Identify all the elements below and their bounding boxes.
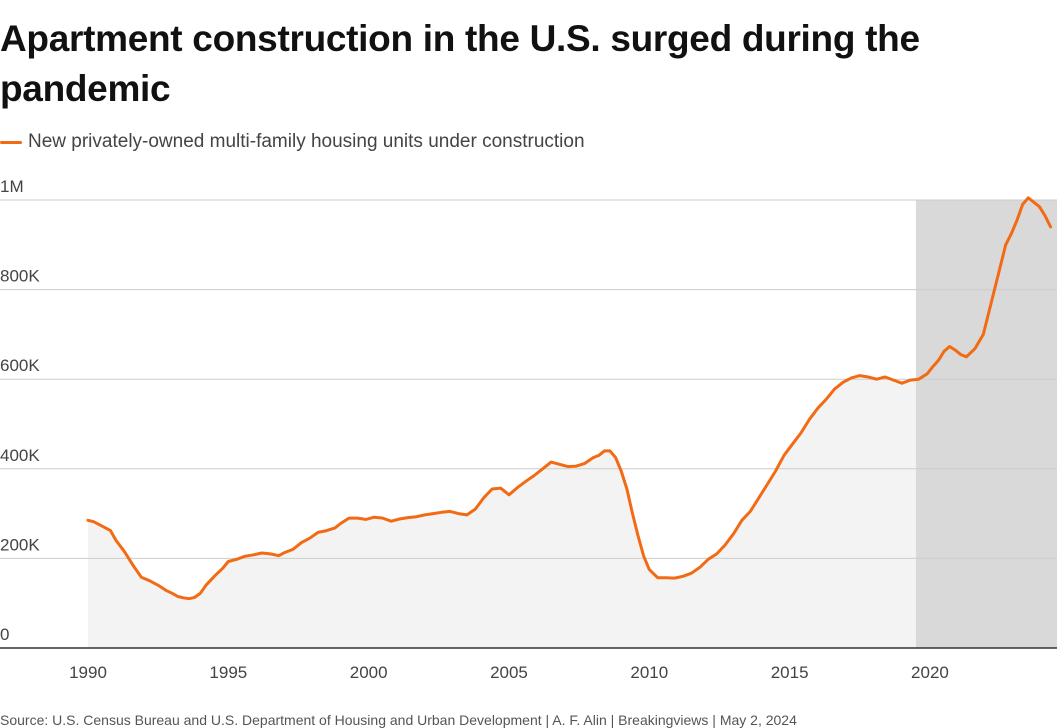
x-tick-label: 2005 [490,663,528,682]
shaded-region [915,200,1057,648]
y-tick-label: 800K [0,267,40,286]
x-tick-label: 2010 [630,663,668,682]
y-tick-label: 400K [0,446,40,465]
y-tick-label: 0 [0,625,9,644]
area-fill [88,197,1051,649]
legend-swatch [0,140,22,144]
source-note: Source: U.S. Census Bureau and U.S. Depa… [0,712,797,728]
y-tick-label: 200K [0,535,40,554]
y-tick-label: 600K [0,356,40,375]
x-tick-label: 1995 [209,663,247,682]
x-tick-label: 2020 [911,663,949,682]
legend-label: New privately-owned multi-family housing… [28,131,585,152]
legend: New privately-owned multi-family housing… [0,130,585,154]
chart-title: Apartment construction in the U.S. surge… [0,18,920,109]
x-tick-label: 2000 [350,663,388,682]
x-tick-label: 2015 [771,663,809,682]
y-tick-label: 1M [0,177,24,196]
series-line [86,196,1053,601]
x-tick-label: 1990 [69,663,107,682]
